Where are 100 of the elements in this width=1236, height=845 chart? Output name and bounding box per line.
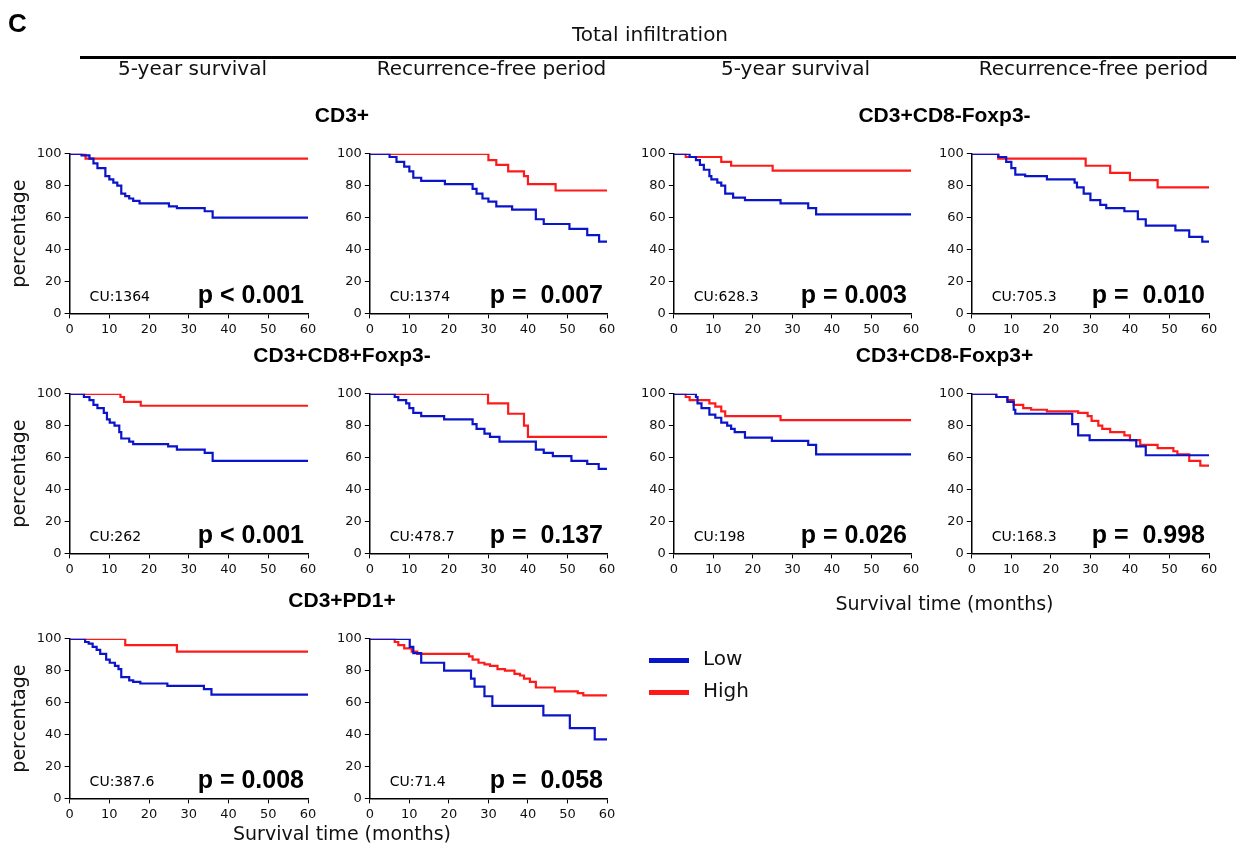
y-tick-label: 80 [345,177,362,193]
y-tick-label: 100 [336,145,362,161]
y-tick-label: 20 [345,512,362,528]
x-tick-label: 50 [559,320,576,336]
y-tick-label: 20 [649,272,666,288]
y-tick-label: 80 [45,417,62,433]
x-tick-label: 40 [519,560,537,576]
x-tick-label: 20 [140,320,158,336]
chart-subtitle: 5-year survival [118,56,267,80]
chart-title: CD3+CD8+Foxp3- [253,343,431,367]
annotation: p = 0.998 [1091,520,1206,549]
y-tick-label: 0 [955,544,964,560]
x-tick-label: 0 [65,560,74,576]
x-tick-label: 20 [140,560,158,576]
y-tick-label: 100 [938,385,964,401]
x-tick-label: 60 [1200,320,1218,336]
x-tick-label: 50 [559,805,576,821]
y-tick-label: 0 [657,544,666,560]
y-tick-label: 0 [53,544,62,560]
x-tick-label: 50 [863,560,880,576]
x-tick-label: 0 [669,560,678,576]
x-tick-label: 10 [1003,320,1020,336]
x-tick-label: 10 [101,805,118,821]
y-tick-label: 100 [36,145,62,161]
y-tick-label: 20 [45,272,62,288]
y-tick-label: 80 [345,417,362,433]
annotation: p = 0.003 [800,280,907,309]
y-tick-label: 60 [649,449,666,465]
y-tick-label: 40 [45,240,62,256]
x-tick-label: 20 [440,320,458,336]
y-tick-label: 40 [947,240,964,256]
y-tick-label: 60 [45,694,62,710]
x-tick-label: 10 [1003,560,1020,576]
x-tick-label: 10 [101,320,118,336]
x-tick-label: 20 [440,805,458,821]
x-tick-label: 50 [260,805,277,821]
x-tick-label: 30 [480,320,497,336]
y-tick-label: 100 [336,630,362,646]
x-tick-label: 10 [401,320,418,336]
x-tick-label: 0 [65,320,74,336]
annotation: CU:387.6 [89,773,155,790]
x-tick-label: 40 [823,320,841,336]
x-tick-label: 60 [299,320,317,336]
x-tick-label: 20 [140,805,158,821]
x-tick-label: 60 [299,805,317,821]
chart-subtitle: 5-year survival [721,56,870,80]
x-tick-label: 50 [1161,320,1178,336]
x-tick-label: 60 [598,560,616,576]
y-tick-label: 80 [649,417,666,433]
chart-title: CD3+ [314,103,370,127]
x-tick-label: 20 [1042,320,1060,336]
annotation: p = 0.008 [197,765,305,794]
y-axis-title: percentage [7,664,30,773]
y-tick-label: 0 [353,304,362,320]
x-tick-label: 0 [65,805,74,821]
annotation: CU:705.3 [991,288,1057,305]
x-tick-label: 40 [823,560,841,576]
y-tick-label: 0 [657,304,666,320]
y-tick-label: 20 [345,272,362,288]
x-tick-label: 30 [180,560,198,576]
x-tick-label: 40 [519,805,537,821]
annotation: CU:1364 [89,288,151,305]
annotation: p = 0.007 [489,280,603,309]
x-tick-label: 40 [1121,320,1139,336]
y-tick-label: 60 [345,694,362,710]
y-tick-label: 100 [938,145,964,161]
x-tick-label: 30 [180,320,198,336]
annotation: CU:628.3 [693,288,759,305]
x-tick-label: 30 [1082,560,1099,576]
x-tick-label: 40 [220,805,237,821]
x-axis-title: Survival time (months) [233,822,451,844]
y-tick-label: 20 [345,757,362,773]
x-tick-label: 30 [784,320,801,336]
y-tick-label: 100 [36,385,62,401]
annotation: p = 0.010 [1091,280,1205,309]
x-tick-label: 30 [784,560,801,576]
x-tick-label: 60 [902,320,920,336]
y-tick-label: 20 [649,512,666,528]
annotation: CU:478.7 [389,528,455,545]
y-tick-label: 80 [45,177,62,193]
y-tick-label: 40 [345,480,362,496]
y-tick-label: 0 [955,304,964,320]
x-tick-label: 40 [1121,560,1139,576]
y-tick-label: 60 [345,449,362,465]
y-tick-label: 20 [947,272,964,288]
x-tick-label: 60 [598,320,616,336]
y-tick-label: 20 [45,757,62,773]
x-tick-label: 60 [598,805,616,821]
x-tick-label: 0 [967,560,976,576]
y-tick-label: 60 [45,449,62,465]
legend-label: Low [703,646,743,670]
x-tick-label: 0 [967,320,976,336]
annotation: CU:198 [693,528,746,545]
x-tick-label: 50 [863,320,880,336]
x-tick-label: 50 [559,560,576,576]
y-tick-label: 60 [649,209,666,225]
x-tick-label: 50 [1161,560,1178,576]
x-tick-label: 40 [519,320,537,336]
y-tick-label: 80 [45,662,62,678]
y-tick-label: 60 [947,449,964,465]
